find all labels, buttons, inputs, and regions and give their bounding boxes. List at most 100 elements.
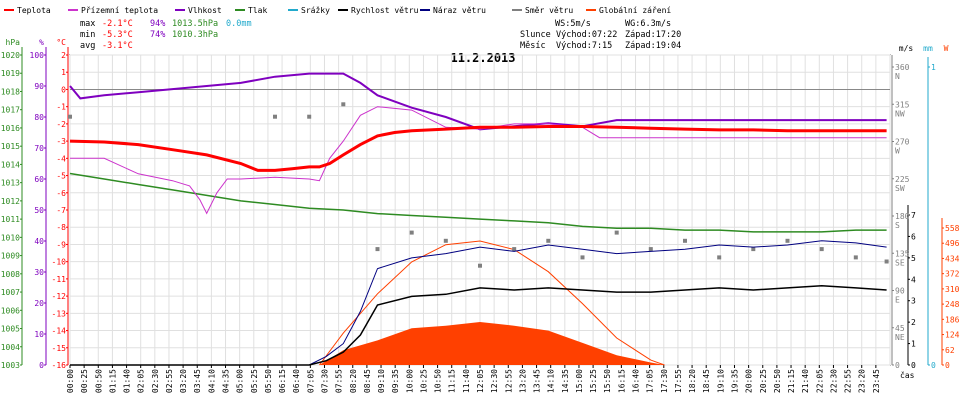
series-wind-speed — [70, 284, 887, 366]
left-axis-ticklabel-2-17: 1 — [61, 68, 66, 77]
left-axis-ticklabel-2-13: -3 — [56, 137, 66, 146]
right-axis-ticklabel-3-9: 558 — [945, 224, 960, 233]
right-axis-ticklabel-3-1: 62 — [945, 346, 955, 355]
x-ticklabel-41: 17:05 — [646, 369, 655, 393]
right-axis-ticklabel-0-2: 2 — [911, 318, 916, 327]
wind-direction-point-16 — [785, 238, 790, 243]
wind-direction-point-5 — [409, 230, 414, 235]
right-axis-ticklabel-0-3: 3 — [911, 297, 916, 306]
stats-min-press: 1010.3hPa — [172, 30, 218, 40]
right-axis-ticklabel-2-1: 1 — [931, 63, 936, 72]
left-axis-ticklabel-1-1: 10 — [34, 330, 44, 339]
left-axis-ticklabel-0-1: 1004 — [1, 343, 20, 352]
legend-label-3: Tlak — [248, 6, 267, 15]
left-axis-ticklabel-0-12: 1015 — [1, 142, 20, 151]
legend-label-1: Přízemní teplota — [81, 6, 158, 15]
right-axis-ticklabel-0-6: 6 — [911, 232, 916, 241]
series-pressure — [69, 172, 887, 233]
left-axis-ticklabel-2-7: -9 — [56, 240, 66, 249]
wind-direction-point-12 — [648, 247, 653, 252]
wind-direction-point-7 — [478, 263, 482, 268]
left-axis-unit-1: % — [39, 38, 44, 47]
right-axis-unit-2: mm — [923, 44, 933, 53]
left-axis-ticklabel-1-4: 40 — [34, 237, 44, 246]
stats-max-label: max — [80, 19, 95, 29]
left-axis-ticklabel-2-1: -15 — [52, 344, 67, 353]
right-axis-ticklabel-3-7: 434 — [945, 254, 960, 263]
right-axis-ticklabel-3-2: 124 — [945, 331, 960, 340]
x-ticklabel-26: 10:50 — [434, 369, 443, 393]
series-layer — [68, 72, 889, 366]
left-axis-ticklabel-1-9: 90 — [34, 82, 44, 91]
wind-direction-point-18 — [853, 255, 858, 260]
stats-min-hum: 74% — [150, 30, 165, 40]
sun-label: Slunce — [520, 30, 551, 40]
left-axis-ticklabel-0-7: 1010 — [1, 233, 20, 242]
right-axis-unit-0: m/s — [899, 44, 914, 53]
left-axis-ticklabel-0-4: 1007 — [1, 288, 20, 297]
left-axes: hPa1003100410051006100710081009101010111… — [1, 38, 69, 370]
x-ticklabel-16: 06:40 — [292, 369, 301, 393]
left-axis-ticklabel-0-3: 1006 — [1, 306, 20, 315]
right-axis-ticklabel-0-5: 5 — [911, 254, 916, 263]
right-axis-unit-3: W — [944, 44, 949, 53]
x-ticklabel-43: 17:55 — [674, 369, 683, 393]
left-axis-ticklabel-2-11: -5 — [56, 172, 66, 181]
right-axis-ticklabel-2-0: 0 — [931, 361, 936, 370]
legend-label-2: Vlhkost — [188, 6, 222, 15]
wind-sun-block: WS:5m/s WG:6.3m/s Slunce Východ:07:22 Zá… — [520, 19, 681, 51]
x-ticklabel-11: 04:35 — [222, 369, 231, 393]
legend-label-7: Směr větru — [525, 6, 573, 15]
right-axis-ticklabel-0-7: 7 — [911, 211, 916, 220]
wind-direction-point-17 — [819, 247, 824, 252]
left-axis-unit-0: hPa — [6, 38, 21, 47]
legend-label-4: Srážky — [301, 6, 330, 15]
right-axes: 01234567045NE90E135SE180S225SW270W315NW3… — [891, 44, 960, 370]
wind-direction-point-15 — [751, 247, 756, 252]
left-axis-unit-2: °C — [56, 38, 66, 47]
left-axis-ticklabel-2-18: 2 — [61, 51, 66, 60]
right-axis-ticklabel-1-6: 270 — [895, 138, 910, 147]
x-ticklabel-20: 08:20 — [349, 369, 358, 393]
wind-direction-point-6 — [443, 238, 448, 243]
x-ticklabel-39: 16:15 — [617, 369, 626, 393]
x-ticklabel-48: 20:00 — [745, 369, 754, 393]
x-ticklabel-14: 05:50 — [264, 369, 273, 393]
left-axis-ticklabel-1-3: 30 — [34, 268, 44, 277]
left-axis-ticklabel-0-16: 1019 — [1, 69, 20, 78]
x-ticklabel-33: 13:45 — [533, 369, 542, 393]
right-axis-ticklabel-3-5: 310 — [945, 285, 960, 294]
legend-label-5: Rychlost větru — [351, 6, 419, 15]
x-ticklabel-38: 15:50 — [603, 369, 612, 393]
series-ground-temperature — [70, 106, 887, 215]
x-ticklabel-49: 20:25 — [759, 369, 768, 393]
right-axis-ticksub-1-7: NW — [895, 109, 905, 118]
stats-avg-label: avg — [80, 41, 95, 51]
wind-speed-info: WS:5m/s — [555, 19, 591, 29]
x-ticklabel-37: 15:25 — [589, 369, 598, 393]
stats-block: max -2.1°C 94% 1013.5hPa 0.0mm min -5.3°… — [80, 19, 252, 51]
x-ticklabel-35: 14:35 — [561, 369, 570, 393]
x-ticklabel-36: 15:00 — [575, 369, 584, 393]
x-ticklabel-45: 18:45 — [702, 369, 711, 393]
x-ticklabel-15: 06:15 — [278, 369, 287, 393]
left-axis-ticklabel-2-9: -7 — [56, 206, 66, 215]
x-ticklabel-17: 07:05 — [306, 369, 315, 393]
stats-avg-temp: -3.1°C — [102, 41, 133, 51]
series-humidity — [69, 72, 887, 131]
x-ticklabel-50: 20:50 — [773, 369, 782, 393]
x-ticklabel-34: 14:10 — [547, 369, 556, 393]
x-ticklabel-29: 12:05 — [476, 369, 485, 393]
x-ticklabel-32: 13:20 — [518, 369, 527, 393]
moon-label: Měsíc — [520, 41, 546, 51]
right-axis-ticklabel-1-0: 0 — [895, 361, 900, 370]
x-ticklabel-53: 22:05 — [815, 369, 824, 393]
left-axis-ticklabel-0-14: 1017 — [1, 106, 20, 115]
x-ticklabel-24: 10:00 — [405, 369, 414, 393]
stats-max-rain: 0.0mm — [226, 19, 252, 29]
x-ticklabel-56: 23:20 — [858, 369, 867, 393]
legend-label-6: Náraz větru — [433, 6, 486, 15]
sun-rise: Východ:07:22 — [556, 30, 617, 40]
moon-rise: Východ:7:15 — [556, 41, 612, 51]
